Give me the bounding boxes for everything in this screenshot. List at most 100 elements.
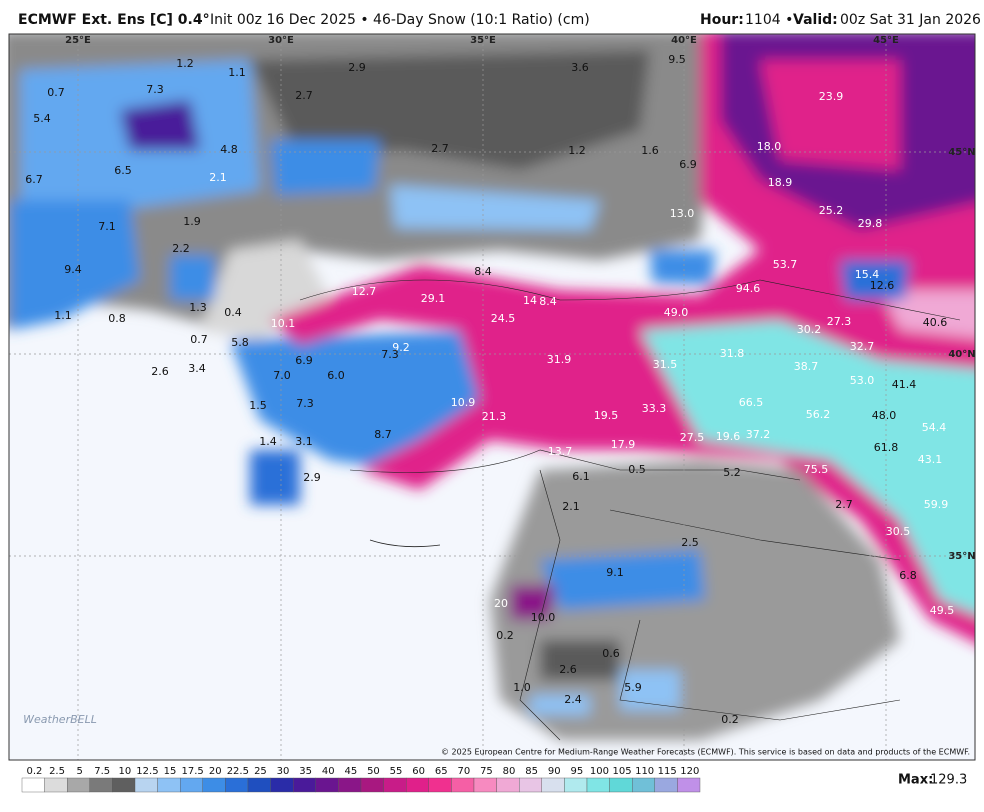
snow-label: 2.6: [151, 365, 169, 378]
snow-label: 6.7: [25, 173, 43, 186]
colorbar-swatch: [564, 777, 588, 793]
watermark: WeatherBELL: [23, 713, 97, 726]
snow-label: 2.1: [562, 500, 580, 513]
snow-label: 41.4: [892, 378, 917, 391]
snow-label: 3.6: [571, 61, 589, 74]
colorbar-swatch: [89, 777, 113, 793]
coord-label: 40°E: [671, 35, 697, 46]
colorbar-label: 95: [570, 766, 583, 777]
snow-label: 1.2: [568, 144, 586, 157]
snow-label: 7.1: [98, 220, 116, 233]
snow-label: 0.7: [190, 333, 208, 346]
colorbar-label: 17.5: [181, 766, 203, 777]
snow-label: 0.5: [628, 463, 646, 476]
snow-label: 38.7: [794, 360, 819, 373]
snow-label: 1.4: [259, 435, 277, 448]
colorbar-label: 110: [635, 766, 654, 777]
colorbar-swatch: [383, 777, 407, 793]
coord-label: 40°N: [948, 349, 975, 360]
colorbar-label: 105: [612, 766, 631, 777]
graticule: [9, 34, 975, 760]
coord-label: 35°N: [948, 551, 975, 562]
colorbar-swatch: [541, 777, 565, 793]
snow-label: 0.2: [496, 629, 514, 642]
copyright: © 2025 European Centre for Medium-Range …: [441, 748, 970, 757]
snow-label: 21.3: [482, 410, 507, 423]
colorbar-label: 35: [299, 766, 312, 777]
colorbar-swatch: [112, 777, 136, 793]
snow-label: 53.7: [773, 258, 798, 271]
colorbar-label: 100: [590, 766, 609, 777]
snow-label: 2.9: [303, 471, 321, 484]
snow-label: 13.7: [548, 445, 573, 458]
borders: [299, 279, 961, 741]
colorbar-label: 25: [254, 766, 267, 777]
snow-label: 14: [523, 294, 537, 307]
colorbar-swatch: [66, 777, 90, 793]
colorbar-label: 12.5: [136, 766, 158, 777]
snow-label: 2.7: [431, 142, 449, 155]
snow-label: 61.8: [874, 441, 899, 454]
snow-label: 43.1: [918, 453, 943, 466]
snow-label: 53.0: [850, 374, 875, 387]
valid: 00z Sat 31 Jan 2026: [840, 12, 981, 28]
snow-label: 0.7: [47, 86, 65, 99]
snow-label: 30.5: [886, 525, 911, 538]
colorbar-swatch: [157, 777, 181, 793]
colorbar-swatch: [632, 777, 656, 793]
coord-label: 35°E: [470, 35, 496, 46]
colorbar-label: 40: [322, 766, 335, 777]
snow-label: 4.8: [220, 143, 238, 156]
colorbar-swatch: [451, 777, 475, 793]
colorbar-swatch: [473, 777, 497, 793]
snow-label: 10.0: [531, 611, 556, 624]
colorbar-swatch: [609, 777, 633, 793]
valid-label: Valid:: [793, 12, 838, 28]
snow-label: 27.3: [827, 315, 852, 328]
colorbar-swatch: [225, 777, 249, 793]
description: Init 00z 16 Dec 2025 • 46-Day Snow (10:1…: [210, 12, 590, 28]
colorbar-swatch: [496, 777, 520, 793]
snow-label: 27.5: [680, 431, 705, 444]
snow-label: 1.0: [513, 681, 531, 694]
snow-label: 7.3: [296, 397, 314, 410]
snow-label: 3.1: [295, 435, 313, 448]
colorbar-swatch: [338, 777, 362, 793]
snow-label: 49.0: [664, 306, 689, 319]
colorbar-swatch: [293, 777, 317, 793]
colorbar-label: 2.5: [49, 766, 65, 777]
snow-label: 9.5: [668, 53, 686, 66]
snow-label: 33.3: [642, 402, 667, 415]
snow-label: 32.7: [850, 340, 875, 353]
coord-label: 45°N: [948, 147, 975, 158]
colorbar-label: 7.5: [94, 766, 110, 777]
snow-label: 20: [494, 597, 508, 610]
colorbar-swatch: [654, 777, 678, 793]
colorbar-swatch: [315, 777, 339, 793]
colorbar-label: 120: [680, 766, 699, 777]
colorbar-swatch: [360, 777, 384, 793]
colorbar-swatch: [179, 777, 203, 793]
colorbar-label: 30: [277, 766, 290, 777]
snow-label: 19.5: [594, 409, 619, 422]
snow-label: 59.9: [924, 498, 949, 511]
snow-label: 0.4: [224, 306, 242, 319]
snow-label: 1.2: [176, 57, 194, 70]
snow-label: 10.1: [271, 317, 296, 330]
colorbar-swatch: [134, 777, 158, 793]
snow-label: 18.0: [757, 140, 782, 153]
snow-label: 6.1: [572, 470, 590, 483]
colorbar-label: 75: [480, 766, 493, 777]
snow-label: 18.9: [768, 176, 793, 189]
snow-label: 19.6: [716, 430, 741, 443]
snow-label: 75.5: [804, 463, 829, 476]
snow-label: 5.8: [231, 336, 249, 349]
snow-label: 13.0: [670, 207, 695, 220]
model-title: ECMWF Ext. Ens [C] 0.4°: [18, 12, 210, 28]
snow-label: 1.3: [189, 301, 207, 314]
colorbar-swatch: [44, 777, 68, 793]
snow-label: 40.6: [923, 316, 948, 329]
max-label: Max:: [898, 773, 933, 788]
snow-field: [9, 34, 975, 740]
snow-label: 48.0: [872, 409, 897, 422]
